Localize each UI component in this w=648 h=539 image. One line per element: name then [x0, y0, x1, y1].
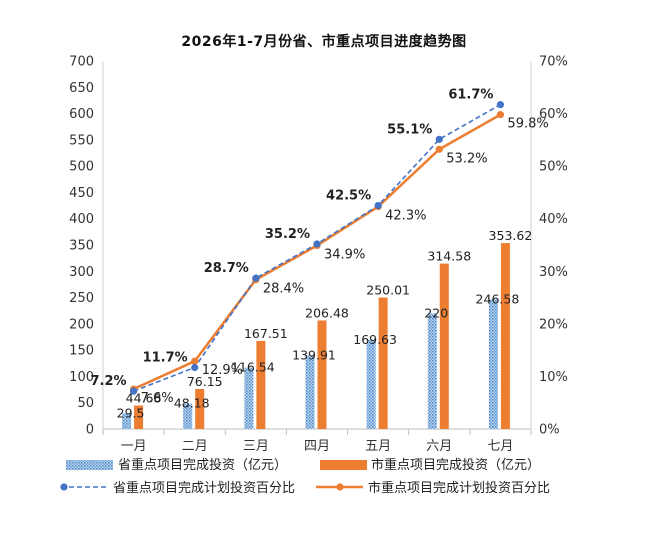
lines	[129, 101, 505, 395]
legend-swatch-city-bar	[320, 460, 367, 470]
bar-city	[500, 243, 510, 429]
point-province-percent	[313, 240, 321, 248]
axes: 0 50 100 150 200 250 300 350 400 450 500 550 600 650 7…	[69, 55, 568, 455]
y-tick-label: 500	[69, 160, 94, 175]
y-tick-label: 650	[69, 81, 94, 96]
bar-province-value-label: 116.54	[231, 360, 275, 375]
bar-city-value-label: 250.01	[366, 283, 410, 298]
line-city-value-label: 59.8%	[507, 117, 548, 132]
bar-province-value-label: 48.18	[174, 396, 210, 411]
legend-label-province-bar: 省重点项目完成投资（亿元）	[118, 457, 287, 473]
y2-tick-label: 50%	[539, 160, 568, 175]
x-tick-label: 四月	[304, 439, 330, 454]
point-city-percent	[435, 145, 443, 153]
y2-tick-label: 60%	[539, 107, 568, 122]
bar-province	[488, 299, 498, 429]
x-tick-label: 七月	[487, 439, 513, 454]
x-tick-label: 二月	[182, 439, 208, 454]
y-tick-label: 0	[86, 423, 94, 438]
line-city-value-label: 28.4%	[263, 282, 304, 297]
line-city-value-label: 7.6%	[141, 391, 174, 406]
line-province-value-label: 61.7%	[448, 88, 493, 103]
bar-province	[122, 413, 132, 429]
bar-province	[244, 367, 254, 429]
point-province-percent	[496, 101, 505, 109]
x-tick-label: 三月	[243, 439, 269, 454]
line-province-value-label: 55.1%	[387, 122, 432, 137]
point-city-percent	[191, 357, 199, 365]
line-province-value-label: 35.2%	[265, 227, 310, 242]
bar-province-value-label: 220	[424, 305, 448, 320]
bar-city-value-label: 76.15	[187, 374, 223, 389]
bar-province	[427, 313, 437, 429]
bar-province-value-label: 169.63	[353, 332, 397, 347]
bar-city	[317, 320, 327, 429]
point-city-percent	[496, 111, 505, 119]
point-province-percent	[374, 201, 382, 210]
bar-city-value-label: 206.48	[305, 305, 349, 320]
bar-city	[195, 388, 205, 429]
point-province-percent	[435, 135, 443, 143]
y-tick-label: 550	[69, 133, 94, 148]
y2-tick-label: 10%	[539, 370, 568, 385]
line-province-value-label: 11.7%	[143, 350, 188, 365]
y-tick-label: 600	[69, 107, 94, 122]
legend-label-city-line: 市重点项目完成计划投资百分比	[368, 480, 550, 496]
line-province-value-label: 7.2%	[91, 374, 127, 389]
bar-city-value-label: 314.58	[427, 249, 471, 264]
bar-city	[256, 340, 266, 429]
y2-tick-label: 40%	[539, 212, 568, 227]
line-province-value-label: 42.5%	[326, 189, 371, 204]
legend-marker-city-line	[336, 483, 344, 491]
bar-province	[183, 403, 193, 429]
line-city-value-label: 34.9%	[324, 248, 365, 263]
bar-city	[378, 297, 388, 429]
y2-tick-label: 20%	[539, 317, 568, 332]
legend: 省重点项目完成投资（亿元） 市重点项目完成投资（亿元） 省重点项目完成计划投资百分比…	[60, 457, 550, 496]
legend-label-city-bar: 市重点项目完成投资（亿元）	[371, 457, 540, 473]
bar-city-value-label: 167.51	[244, 326, 288, 341]
y-tick-label: 50	[77, 396, 94, 411]
line-city-value-label: 42.3%	[385, 209, 426, 224]
x-tick-label: 六月	[426, 439, 452, 454]
legend-swatch-province-bar	[66, 460, 113, 470]
bar-province	[366, 339, 376, 429]
line-city-value-label: 12.9%	[202, 363, 243, 378]
legend-label-province-line: 省重点项目完成计划投资百分比	[113, 480, 295, 496]
y-tick-label: 700	[69, 55, 94, 70]
bars	[122, 243, 510, 429]
y-tick-label: 450	[69, 186, 94, 201]
y-tick-label: 400	[69, 212, 94, 227]
y2-tick-label: 70%	[539, 55, 568, 70]
bar-city	[439, 263, 449, 429]
bar-province	[305, 355, 315, 429]
y-tick-label: 300	[69, 265, 94, 280]
line-city-value-label: 53.2%	[446, 151, 487, 166]
bar-province-value-label: 246.58	[476, 291, 520, 306]
y-tick-label: 200	[69, 317, 94, 332]
legend-marker-province-line	[60, 483, 68, 491]
point-province-percent	[252, 274, 260, 282]
y-tick-label: 150	[69, 344, 94, 359]
y2-tick-label: 30%	[539, 265, 568, 280]
chart-title: 2026年1-7月份省、市重点项目进度趋势图	[181, 33, 466, 50]
bar-city-value-label: 44.68	[126, 391, 162, 406]
bar-city	[134, 405, 144, 429]
x-tick-label: 五月	[365, 439, 391, 454]
point-province-percent	[191, 363, 199, 372]
line-province-value-label: 28.7%	[204, 261, 249, 276]
y-tick-label: 350	[69, 239, 94, 254]
bar-city-value-label: 353.62	[489, 228, 533, 243]
y2-tick-label: 0%	[539, 423, 560, 438]
y-tick-label: 250	[69, 291, 94, 306]
x-tick-label: 一月	[121, 439, 147, 454]
y-tick-label: 100	[69, 370, 94, 385]
point-province-percent	[129, 387, 138, 395]
bar-province-value-label: 29.5	[117, 405, 145, 420]
bar-province-value-label: 139.91	[292, 347, 336, 362]
